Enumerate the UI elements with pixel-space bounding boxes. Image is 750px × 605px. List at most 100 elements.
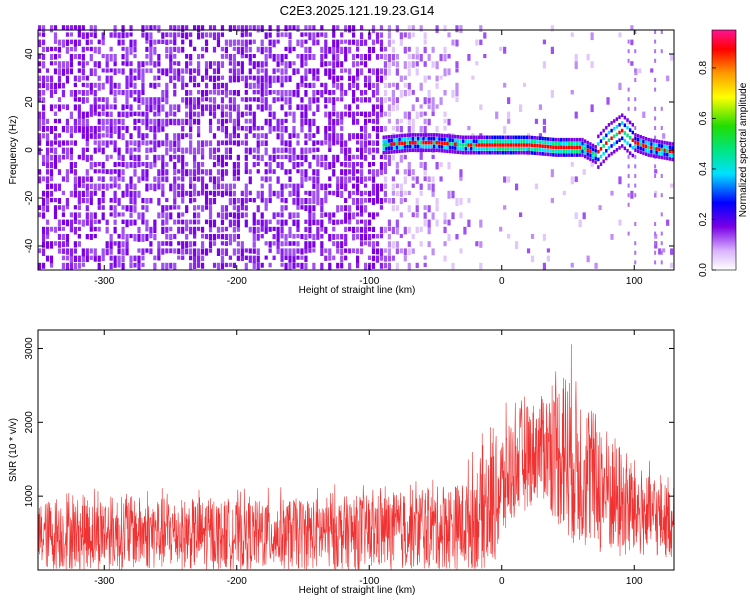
ridge-cell bbox=[509, 147, 513, 151]
spectrogram-cell bbox=[276, 248, 280, 255]
spectrogram-cell bbox=[352, 190, 356, 195]
spectrogram-cell bbox=[113, 262, 117, 268]
ridge-cell bbox=[644, 136, 648, 141]
spectrogram-cell bbox=[137, 75, 141, 80]
spectrogram-cell bbox=[141, 169, 145, 178]
spectrogram-cell bbox=[208, 97, 213, 103]
spectrogram-cell bbox=[161, 226, 165, 235]
spectrogram-cell bbox=[359, 205, 364, 213]
spectrogram-cell bbox=[363, 126, 368, 133]
spectrogram-cell bbox=[117, 32, 121, 39]
spectrogram-cell bbox=[204, 61, 209, 69]
spectrogram-cell bbox=[375, 82, 380, 91]
spectrogram-cell bbox=[288, 104, 292, 110]
spectrogram-cell bbox=[367, 46, 372, 54]
spectrogram-cell bbox=[260, 104, 264, 112]
ridge-cell bbox=[642, 139, 645, 144]
spectrogram-cell bbox=[236, 219, 240, 228]
spectrogram-cell bbox=[153, 118, 157, 127]
spectrogram-cell bbox=[89, 219, 93, 228]
spectrogram-cell bbox=[228, 154, 232, 160]
spectrogram-streak-cell bbox=[634, 241, 637, 246]
spectrogram-cell bbox=[383, 176, 388, 183]
spectrogram-cell bbox=[97, 162, 101, 167]
spectrogram-cell bbox=[387, 154, 391, 163]
spectrogram-cell bbox=[216, 118, 221, 125]
ridge-cell bbox=[639, 138, 642, 143]
ridge-cell bbox=[414, 148, 417, 153]
spectrogram-cell bbox=[240, 140, 244, 146]
ridge-cell bbox=[591, 151, 595, 155]
spectrogram-cell bbox=[57, 198, 62, 204]
spectrogram-cell bbox=[371, 169, 376, 177]
spectrogram-cell bbox=[189, 68, 193, 75]
spectrogram-cell bbox=[149, 68, 153, 73]
spectrogram-cell bbox=[236, 169, 240, 176]
spectrogram-cell bbox=[141, 162, 145, 167]
ridge-cell bbox=[623, 146, 627, 151]
spectrogram-cell bbox=[197, 212, 201, 219]
ridge-cell bbox=[464, 147, 468, 151]
spectrogram-cell bbox=[228, 255, 232, 260]
spectrogram-cell bbox=[304, 226, 308, 233]
spectrogram-cell bbox=[49, 176, 54, 182]
spectrogram-cell bbox=[129, 32, 133, 37]
ridge-cell bbox=[549, 137, 552, 142]
ridge-cell bbox=[390, 134, 393, 139]
ridge-cell bbox=[435, 136, 438, 141]
spectrogram-cell bbox=[53, 147, 58, 155]
spectrogram-cell bbox=[153, 176, 157, 182]
spectrogram-cell bbox=[157, 255, 161, 261]
spectrogram-cell bbox=[173, 183, 177, 191]
spectrogram-cell bbox=[356, 176, 360, 183]
ridge-cell bbox=[504, 143, 507, 147]
spectrogram-cell bbox=[518, 212, 523, 218]
spectrogram-cell bbox=[352, 32, 356, 38]
ridge-cell bbox=[530, 139, 534, 144]
spectrogram-cell bbox=[463, 226, 467, 235]
spectrogram-cell bbox=[383, 61, 388, 68]
ridge-cell bbox=[443, 145, 446, 149]
spectrogram-cell bbox=[236, 234, 240, 239]
spectrogram-streak-cell bbox=[654, 58, 657, 63]
spectrogram-cell bbox=[443, 90, 447, 96]
spectrogram-cell bbox=[423, 39, 427, 45]
spectrogram-cell bbox=[367, 255, 372, 260]
spectrogram-cell bbox=[93, 104, 97, 112]
spectrogram-cell bbox=[173, 248, 177, 254]
spectrogram-cell bbox=[336, 154, 340, 163]
spectrogram-cell bbox=[304, 219, 308, 224]
spectrogram-cell bbox=[419, 82, 423, 91]
spectrogram-cell bbox=[308, 226, 312, 234]
spectrogram-cell bbox=[228, 183, 232, 191]
spectrogram-cell bbox=[105, 118, 109, 125]
spectrogram-cell bbox=[292, 198, 296, 205]
spectrogram-cell bbox=[89, 212, 93, 221]
spectrogram-cell bbox=[121, 248, 125, 256]
spectrogram-cell bbox=[173, 75, 177, 81]
spectrogram-cell bbox=[153, 147, 157, 153]
spectrogram-cell bbox=[240, 97, 244, 102]
spectrogram-cell bbox=[332, 190, 336, 196]
spectrogram-cell bbox=[157, 54, 161, 61]
spectrogram-cell bbox=[189, 39, 193, 47]
ridge-cell bbox=[607, 138, 611, 142]
spectrogram-cell bbox=[344, 104, 348, 110]
spectrogram-cell bbox=[193, 97, 197, 105]
ridge-cell bbox=[464, 143, 468, 147]
spectrogram-cell bbox=[49, 61, 54, 66]
spectrogram-cell bbox=[260, 190, 264, 199]
spectrogram-x-tick-label: 100 bbox=[626, 276, 643, 287]
spectrogram-cell bbox=[268, 75, 272, 84]
spectrogram-cell bbox=[300, 32, 304, 37]
spectrogram-cell bbox=[65, 154, 70, 160]
ridge-cell bbox=[443, 141, 446, 146]
spectrogram-cell bbox=[435, 126, 439, 132]
ridge-cell bbox=[459, 142, 462, 147]
spectrogram-cell bbox=[264, 241, 268, 246]
spectrogram-cell bbox=[216, 162, 221, 167]
spectrogram-cell bbox=[276, 190, 280, 199]
spectrogram-cell bbox=[185, 54, 189, 59]
spectrogram-cell bbox=[371, 39, 376, 46]
spectrogram-cell bbox=[236, 176, 240, 181]
